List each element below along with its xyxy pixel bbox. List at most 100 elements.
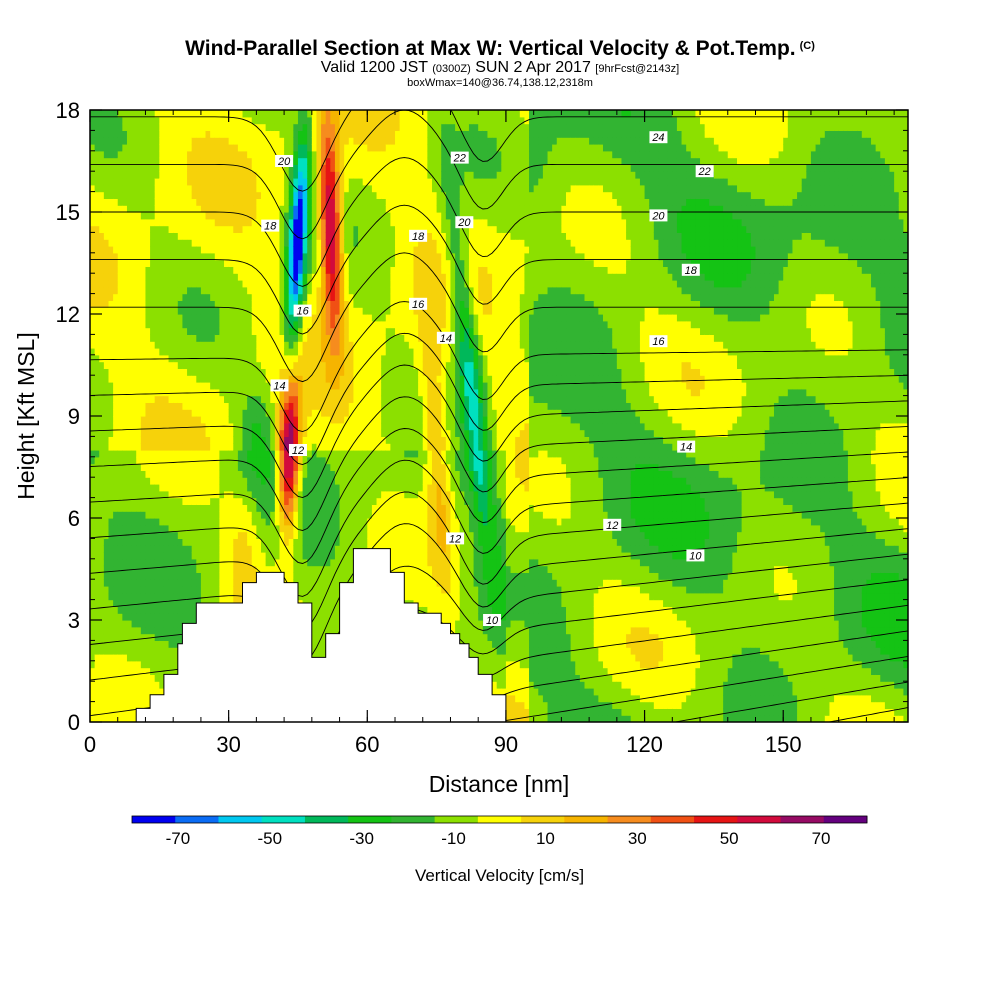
- heatmap-cell: [187, 178, 193, 186]
- heatmap-cell: [311, 232, 318, 240]
- heatmap-cell: [94, 538, 100, 546]
- heatmap-cell: [330, 592, 336, 601]
- heatmap-cell: [177, 239, 184, 247]
- heatmap-cell: [150, 456, 156, 465]
- heatmap-cell: [247, 368, 253, 376]
- heatmap-cell: [126, 694, 133, 703]
- heatmap-cell: [136, 511, 142, 519]
- heatmap-cell: [256, 470, 262, 478]
- heatmap-cell: [145, 314, 151, 322]
- heatmap-cell: [224, 572, 230, 580]
- heatmap-cell: [293, 205, 299, 213]
- heatmap-cell: [163, 239, 170, 247]
- heatmap-cell: [103, 171, 110, 179]
- heatmap-cell: [307, 218, 313, 227]
- heatmap-cell: [191, 116, 197, 125]
- heatmap-cell: [187, 266, 193, 274]
- heatmap-cell: [163, 647, 170, 655]
- heatmap-cell: [145, 110, 151, 118]
- heatmap-cell: [325, 252, 331, 261]
- heatmap-cell: [108, 361, 114, 369]
- heatmap-cell: [279, 456, 285, 465]
- heatmap-cell: [307, 511, 313, 519]
- heatmap-cell: [136, 490, 142, 499]
- heatmap-cell: [237, 286, 244, 295]
- heatmap-cell: [247, 470, 253, 478]
- heatmap-cell: [256, 286, 262, 295]
- heatmap-cell: [205, 572, 211, 580]
- heatmap-cell: [108, 110, 114, 118]
- heatmap-cell: [99, 654, 105, 662]
- heatmap-cell: [163, 361, 170, 369]
- heatmap-cell: [311, 456, 318, 465]
- heatmap-cell: [154, 150, 160, 159]
- heatmap-cell: [150, 450, 156, 458]
- heatmap-cell: [131, 402, 137, 410]
- heatmap-cell: [233, 497, 239, 505]
- heatmap-cell: [210, 429, 216, 437]
- heatmap-cell: [150, 654, 156, 662]
- heatmap-cell: [302, 273, 308, 281]
- heatmap-cell: [200, 218, 207, 227]
- heatmap-cell: [214, 137, 220, 145]
- heatmap-cell: [196, 382, 202, 390]
- heatmap-cell: [284, 450, 290, 458]
- heatmap-cell: [94, 688, 100, 696]
- heatmap-cell: [150, 368, 156, 376]
- heatmap-cell: [334, 613, 341, 621]
- heatmap-cell: [187, 320, 193, 329]
- heatmap-cell: [90, 144, 96, 152]
- heatmap-cell: [90, 354, 96, 363]
- heatmap-cell: [140, 436, 147, 444]
- heatmap-cell: [159, 613, 165, 621]
- heatmap-cell: [191, 409, 197, 417]
- heatmap-cell: [307, 368, 313, 376]
- heatmap-cell: [117, 429, 123, 437]
- heatmap-cell: [205, 531, 211, 539]
- heatmap-cell: [154, 375, 160, 383]
- heatmap-cell: [228, 579, 234, 587]
- heatmap-cell: [233, 218, 239, 227]
- heatmap-cell: [187, 511, 193, 519]
- heatmap-cell: [233, 157, 239, 165]
- heatmap-cell: [131, 715, 137, 722]
- heatmap-cell: [113, 511, 119, 519]
- heatmap-cell: [219, 545, 225, 553]
- heatmap-cell: [108, 511, 114, 519]
- heatmap-cell: [256, 552, 262, 560]
- heatmap-cell: [122, 246, 128, 254]
- heatmap-cell: [113, 558, 119, 567]
- heatmap-cell: [113, 660, 119, 669]
- heatmap-cell: [321, 626, 327, 635]
- heatmap-cell: [94, 558, 100, 567]
- heatmap-cell: [145, 586, 151, 594]
- heatmap-cell: [279, 395, 285, 403]
- heatmap-cell: [224, 416, 230, 424]
- heatmap-cell: [113, 239, 119, 247]
- heatmap-cell: [265, 273, 271, 281]
- heatmap-cell: [330, 184, 336, 193]
- heatmap-cell: [260, 558, 267, 567]
- heatmap-cell: [302, 382, 308, 390]
- heatmap-cell: [191, 273, 197, 281]
- heatmap-cell: [99, 422, 105, 431]
- heatmap-cell: [90, 205, 96, 213]
- heatmap-cell: [284, 497, 290, 505]
- heatmap-cell: [237, 456, 244, 465]
- heatmap-cell: [251, 218, 257, 227]
- heatmap-cell: [90, 565, 96, 573]
- heatmap-cell: [284, 164, 290, 172]
- heatmap-cell: [233, 579, 239, 587]
- heatmap-cell: [270, 144, 276, 152]
- heatmap-cell: [325, 484, 331, 492]
- heatmap-cell: [339, 334, 345, 342]
- heatmap-cell: [131, 647, 137, 655]
- heatmap-cell: [191, 422, 197, 431]
- heatmap-cell: [191, 395, 197, 403]
- heatmap-cell: [265, 266, 271, 274]
- heatmap-cell: [311, 307, 318, 315]
- heatmap-cell: [126, 463, 133, 471]
- heatmap-cell: [274, 137, 281, 145]
- heatmap-cell: [256, 354, 262, 363]
- heatmap-cell: [330, 164, 336, 172]
